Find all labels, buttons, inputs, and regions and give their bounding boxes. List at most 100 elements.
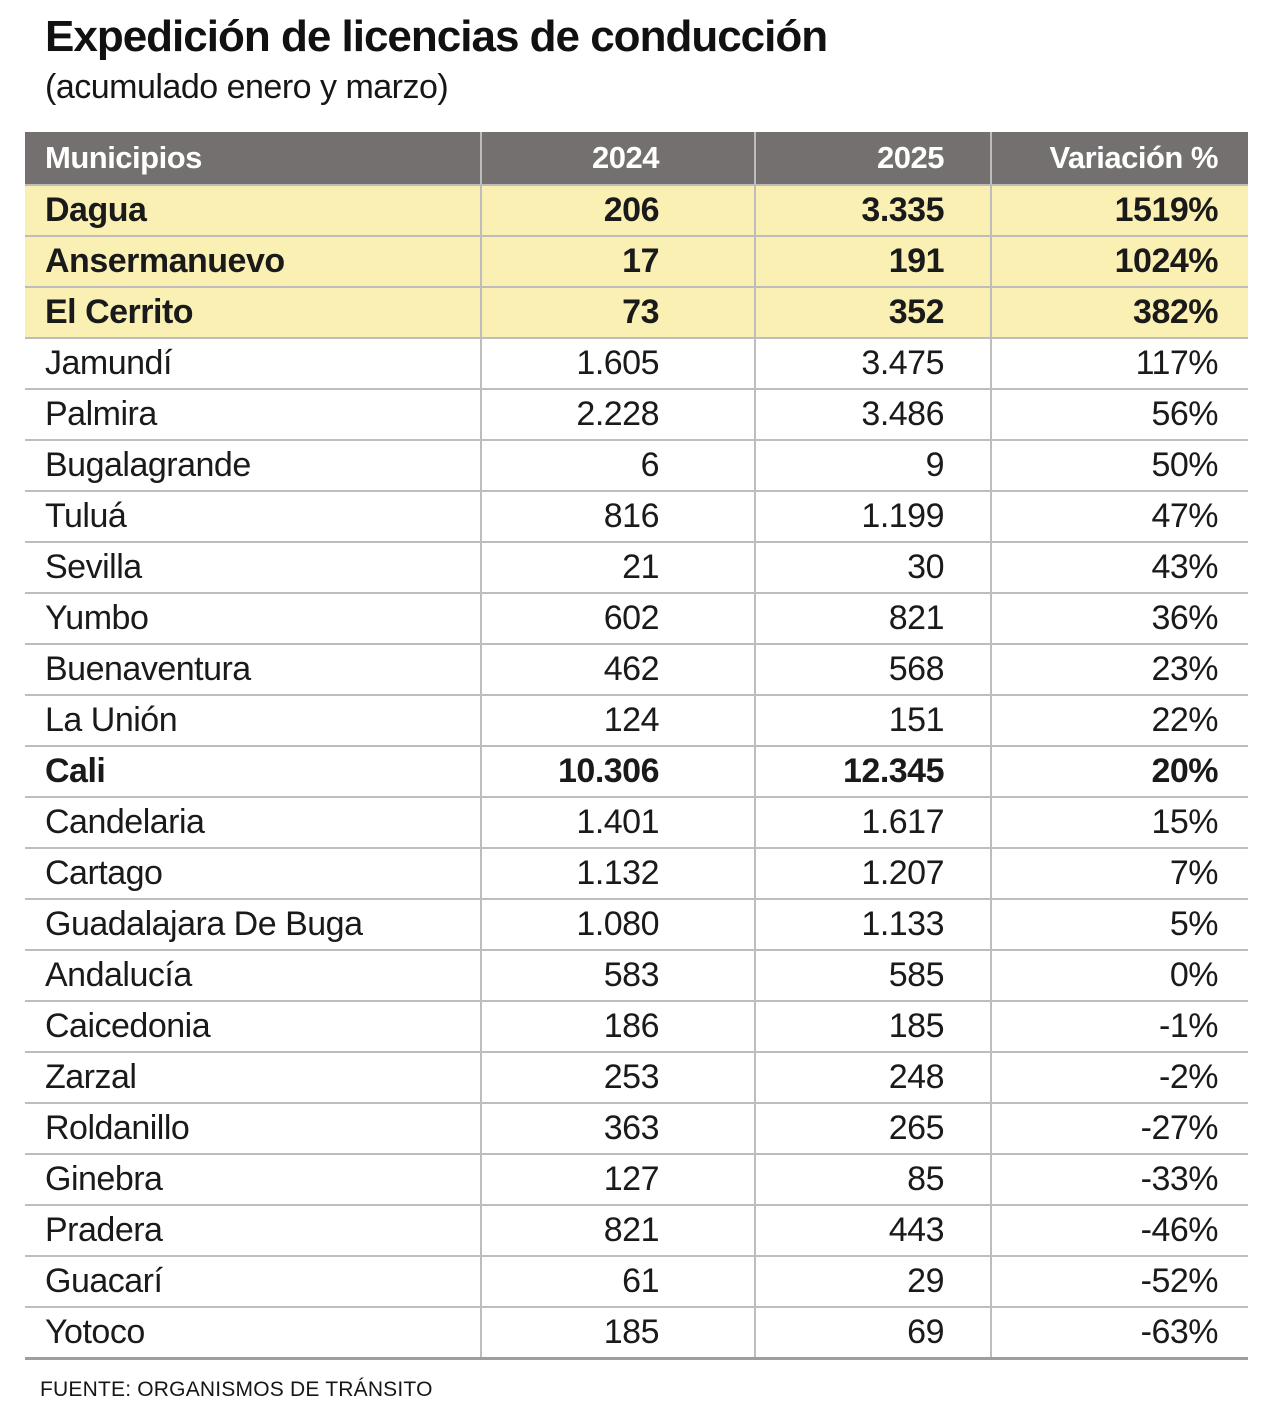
municipio-cell: Pradera — [45, 1210, 163, 1249]
variacion-cell: 1519% — [990, 185, 1248, 235]
table-body: Dagua 206 3.335 1519% Ansermanuevo 17 191 1024%… — [25, 183, 1248, 1357]
value-2025-cell: 185 — [754, 1001, 990, 1051]
municipio-cell: Sevilla — [45, 547, 142, 586]
value-2024-cell: 2.228 — [480, 389, 754, 439]
table-row: Palmira 2.228 3.486 56% — [25, 387, 1248, 439]
value-2024-cell: 462 — [480, 644, 754, 694]
municipio-cell: Caicedonia — [45, 1006, 211, 1045]
value-2024-cell: 206 — [480, 185, 754, 235]
value-2024-cell: 21 — [480, 542, 754, 592]
table-row: Guadalajara De Buga 1.080 1.133 5% — [25, 897, 1248, 949]
table-row: Cali 10.306 12.345 20% — [25, 744, 1248, 796]
value-2024-cell: 253 — [480, 1052, 754, 1102]
value-2025-cell: 1.133 — [754, 899, 990, 949]
variacion-cell: 15% — [990, 797, 1248, 847]
value-2025-cell: 3.486 — [754, 389, 990, 439]
municipio-cell: Tuluá — [45, 496, 127, 535]
variacion-cell: -63% — [990, 1307, 1248, 1357]
table-row: Pradera 821 443 -46% — [25, 1203, 1248, 1255]
variacion-cell: 50% — [990, 440, 1248, 490]
variacion-cell: 23% — [990, 644, 1248, 694]
municipio-cell: Yumbo — [45, 598, 149, 637]
value-2024-cell: 124 — [480, 695, 754, 745]
licenses-table: Municipios 2024 2025 Variación % Dagua 20… — [25, 131, 1248, 1360]
municipio-cell: El Cerrito — [45, 292, 194, 331]
municipio-cell: Guadalajara De Buga — [45, 904, 363, 943]
value-2025-cell: 568 — [754, 644, 990, 694]
table-row: Ginebra 127 85 -33% — [25, 1152, 1248, 1204]
table-header-row: Municipios 2024 2025 Variación % — [25, 131, 1248, 184]
column-header-2025: 2025 — [754, 131, 990, 184]
source-note: FUENTE: ORGANISMOS DE TRÁNSITO — [40, 1377, 433, 1401]
value-2024-cell: 816 — [480, 491, 754, 541]
value-2025-cell: 191 — [754, 236, 990, 286]
table-row: Tuluá 816 1.199 47% — [25, 489, 1248, 541]
municipio-cell: Cartago — [45, 853, 163, 892]
table-row: Caicedonia 186 185 -1% — [25, 999, 1248, 1051]
value-2025-cell: 9 — [754, 440, 990, 490]
variacion-cell: 43% — [990, 542, 1248, 592]
municipio-cell: Dagua — [45, 190, 147, 229]
value-2025-cell: 1.207 — [754, 848, 990, 898]
value-2025-cell: 30 — [754, 542, 990, 592]
municipio-cell: La Unión — [45, 700, 178, 739]
municipio-cell: Buenaventura — [45, 649, 251, 688]
value-2025-cell: 821 — [754, 593, 990, 643]
municipio-cell: Jamundí — [45, 343, 172, 382]
table-row: Andalucía 583 585 0% — [25, 948, 1248, 1000]
value-2025-cell: 585 — [754, 950, 990, 1000]
variacion-cell: 5% — [990, 899, 1248, 949]
table-row: Yotoco 185 69 -63% — [25, 1305, 1248, 1357]
variacion-cell: 22% — [990, 695, 1248, 745]
value-2025-cell: 443 — [754, 1205, 990, 1255]
value-2025-cell: 29 — [754, 1256, 990, 1306]
page-title: Expedición de licencias de conducción — [45, 12, 828, 61]
variacion-cell: 20% — [990, 746, 1248, 796]
variacion-cell: 1024% — [990, 236, 1248, 286]
table-row: Candelaria 1.401 1.617 15% — [25, 795, 1248, 847]
value-2024-cell: 363 — [480, 1103, 754, 1153]
table-row: Roldanillo 363 265 -27% — [25, 1101, 1248, 1153]
value-2025-cell: 352 — [754, 287, 990, 337]
variacion-cell: -2% — [990, 1052, 1248, 1102]
value-2025-cell: 69 — [754, 1307, 990, 1357]
table-row: Yumbo 602 821 36% — [25, 591, 1248, 643]
value-2024-cell: 602 — [480, 593, 754, 643]
value-2024-cell: 1.080 — [480, 899, 754, 949]
municipio-cell: Palmira — [45, 394, 157, 433]
value-2024-cell: 186 — [480, 1001, 754, 1051]
variacion-cell: 47% — [990, 491, 1248, 541]
variacion-cell: 7% — [990, 848, 1248, 898]
variacion-cell: -46% — [990, 1205, 1248, 1255]
municipio-cell: Bugalagrande — [45, 445, 251, 484]
variacion-cell: 382% — [990, 287, 1248, 337]
infographic-page: Expedición de licencias de conducción (a… — [0, 12, 1280, 1403]
table-row: Ansermanuevo 17 191 1024% — [25, 234, 1248, 286]
column-header-2024: 2024 — [480, 131, 754, 184]
value-2025-cell: 265 — [754, 1103, 990, 1153]
value-2024-cell: 10.306 — [480, 746, 754, 796]
value-2024-cell: 6 — [480, 440, 754, 490]
column-header-municipios: Municipios — [45, 139, 202, 175]
value-2024-cell: 61 — [480, 1256, 754, 1306]
value-2024-cell: 185 — [480, 1307, 754, 1357]
table-row: Guacarí 61 29 -52% — [25, 1254, 1248, 1306]
value-2025-cell: 12.345 — [754, 746, 990, 796]
variacion-cell: 117% — [990, 338, 1248, 388]
table-row: El Cerrito 73 352 382% — [25, 285, 1248, 337]
municipio-cell: Ginebra — [45, 1159, 163, 1198]
table-row: La Unión 124 151 22% — [25, 693, 1248, 745]
table-row: Buenaventura 462 568 23% — [25, 642, 1248, 694]
value-2024-cell: 583 — [480, 950, 754, 1000]
value-2025-cell: 151 — [754, 695, 990, 745]
variacion-cell: -52% — [990, 1256, 1248, 1306]
value-2024-cell: 1.401 — [480, 797, 754, 847]
variacion-cell: 36% — [990, 593, 1248, 643]
municipio-cell: Ansermanuevo — [45, 241, 285, 280]
variacion-cell: 0% — [990, 950, 1248, 1000]
value-2024-cell: 1.605 — [480, 338, 754, 388]
value-2025-cell: 85 — [754, 1154, 990, 1204]
value-2024-cell: 73 — [480, 287, 754, 337]
variacion-cell: 56% — [990, 389, 1248, 439]
variacion-cell: -33% — [990, 1154, 1248, 1204]
